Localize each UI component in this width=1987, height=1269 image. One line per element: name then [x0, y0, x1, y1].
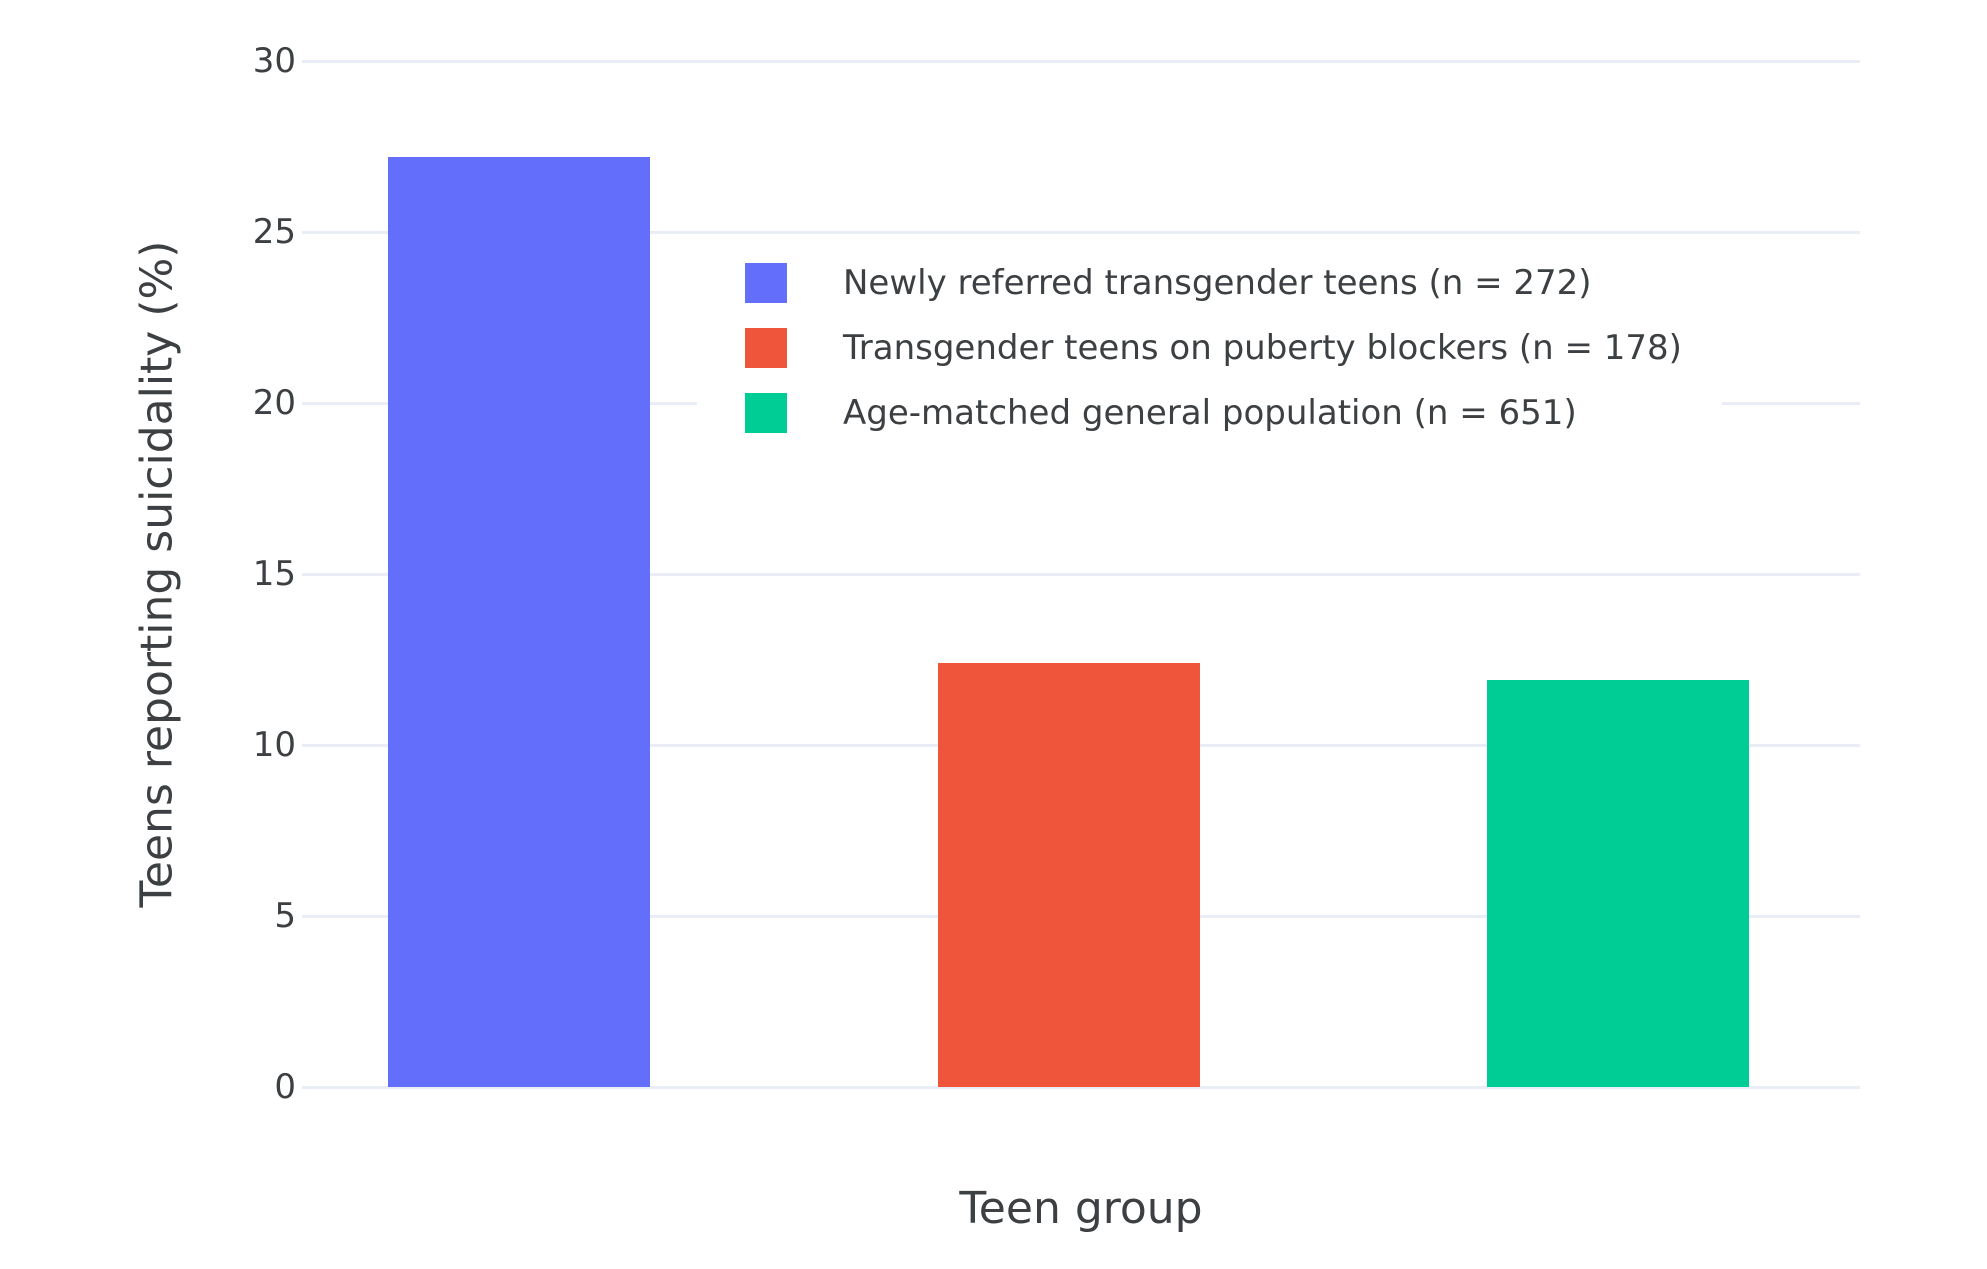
legend-swatch-newly-referred-transgender-teens: [745, 263, 787, 303]
gridline-y-15: [302, 573, 1860, 576]
legend-swatch-transgender-teens-on-puberty-blockers: [745, 328, 787, 368]
y-tick-label-25: 25: [252, 212, 296, 252]
legend: Newly referred transgender teens (n = 27…: [697, 238, 1722, 453]
bar-newly-referred-transgender-teens[interactable]: [388, 156, 650, 1087]
y-axis-title: Teens reporting suicidality (%): [131, 240, 183, 908]
y-tick-label-30: 30: [252, 41, 296, 81]
gridline-y-25: [302, 231, 1860, 234]
bar-transgender-teens-on-puberty-blockers[interactable]: [938, 662, 1200, 1087]
legend-label-newly-referred-transgender-teens: Newly referred transgender teens (n = 27…: [843, 263, 1592, 303]
legend-item-transgender-teens-on-puberty-blockers[interactable]: Transgender teens on puberty blockers (n…: [745, 328, 1682, 368]
y-tick-label-15: 15: [252, 554, 296, 594]
y-tick-label-20: 20: [252, 383, 296, 423]
gridline-y-0: [302, 1086, 1860, 1089]
gridline-y-30: [302, 60, 1860, 63]
y-tick-label-10: 10: [252, 725, 296, 765]
bar-age-matched-general-population[interactable]: [1487, 680, 1749, 1087]
legend-label-transgender-teens-on-puberty-blockers: Transgender teens on puberty blockers (n…: [843, 328, 1682, 368]
legend-swatch-age-matched-general-population: [745, 393, 787, 433]
y-tick-label-0: 0: [274, 1067, 296, 1107]
legend-label-age-matched-general-population: Age-matched general population (n = 651): [843, 393, 1577, 433]
x-axis-title: Teen group: [959, 1183, 1203, 1234]
legend-item-age-matched-general-population[interactable]: Age-matched general population (n = 651): [745, 393, 1682, 433]
y-tick-label-5: 5: [274, 896, 296, 936]
legend-item-newly-referred-transgender-teens[interactable]: Newly referred transgender teens (n = 27…: [745, 263, 1682, 303]
